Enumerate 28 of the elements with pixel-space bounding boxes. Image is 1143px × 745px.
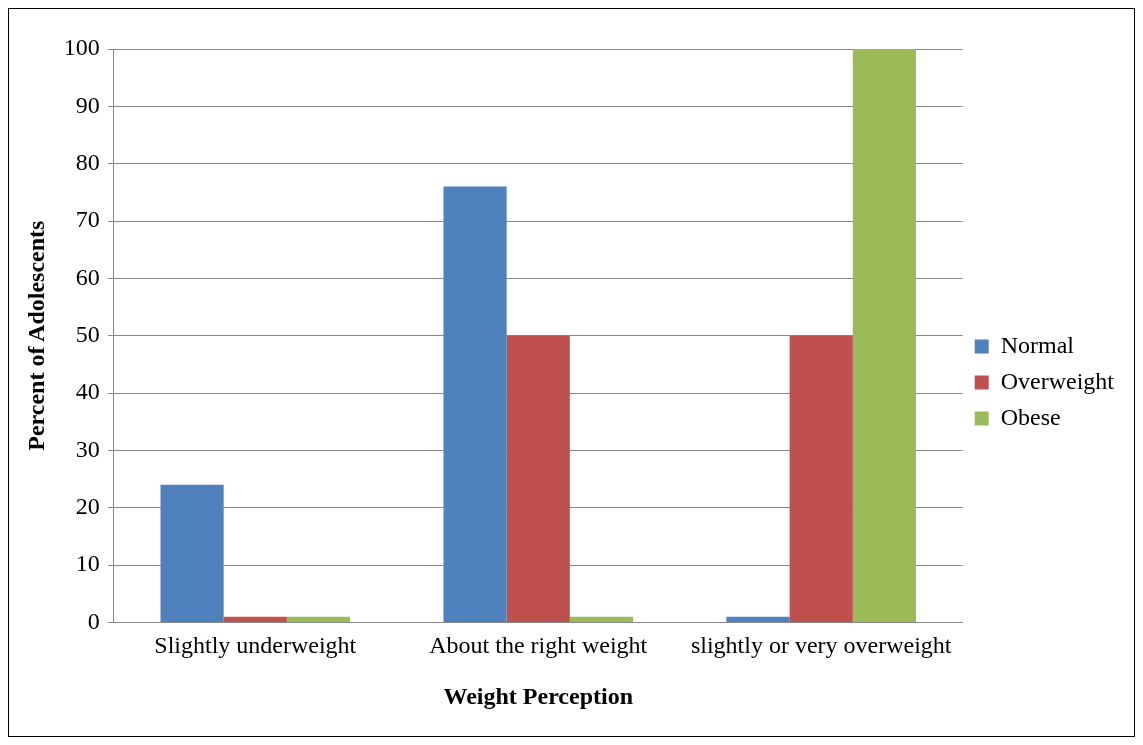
y-tick-label: 60 bbox=[75, 263, 100, 290]
bar bbox=[789, 335, 853, 622]
y-tick-label: 10 bbox=[75, 550, 100, 577]
bar bbox=[852, 49, 917, 622]
y-tick-label: 100 bbox=[63, 34, 100, 61]
bar bbox=[569, 616, 634, 622]
bar bbox=[726, 616, 790, 622]
x-tick-label: Slightly underweight bbox=[154, 632, 357, 659]
x-tick-label: About the right weight bbox=[429, 632, 648, 659]
bar bbox=[443, 186, 507, 622]
legend-label: Obese bbox=[1000, 403, 1061, 430]
y-tick-label: 50 bbox=[75, 321, 100, 347]
y-tick-label: 70 bbox=[75, 206, 100, 233]
y-tick-label: 0 bbox=[87, 607, 100, 634]
bar bbox=[286, 616, 351, 622]
y-tick-label: 90 bbox=[75, 91, 100, 118]
y-tick-label: 20 bbox=[75, 493, 100, 520]
x-axis-title: Weight Perception bbox=[443, 682, 634, 709]
bar bbox=[506, 335, 570, 622]
y-tick-label: 30 bbox=[75, 435, 100, 462]
bar bbox=[223, 616, 287, 622]
x-tick-label: slightly or very overweight bbox=[690, 632, 952, 659]
y-tick-label: 40 bbox=[75, 378, 100, 405]
legend-label: Normal bbox=[1000, 331, 1075, 358]
y-axis-title: Percent of Adolescents bbox=[22, 220, 49, 451]
legend-label: Overweight bbox=[1000, 367, 1115, 394]
y-tick-label: 80 bbox=[75, 148, 100, 175]
bar bbox=[160, 484, 224, 622]
